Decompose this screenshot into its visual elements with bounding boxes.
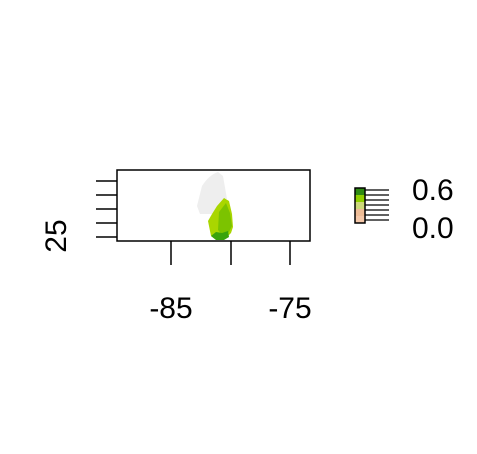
y-tick-label: 25 — [40, 219, 73, 252]
y-axis-ticks — [96, 180, 117, 238]
legend-swatch-1 — [355, 195, 365, 202]
x-tick-label-left: -85 — [149, 292, 192, 325]
legend-label-max: 0.6 — [412, 174, 454, 207]
legend: 0.6 0.0 — [354, 174, 454, 245]
florida-green-tip — [211, 231, 229, 240]
legend-label-min: 0.0 — [412, 212, 454, 245]
legend-swatch-2 — [355, 202, 365, 209]
florida-green-mid — [218, 203, 232, 236]
legend-swatch-3 — [355, 209, 365, 216]
x-tick-label-right: -75 — [268, 292, 311, 325]
legend-swatch-0 — [355, 188, 365, 195]
legend-swatch-4 — [355, 216, 365, 223]
x-axis-ticks — [170, 241, 291, 265]
